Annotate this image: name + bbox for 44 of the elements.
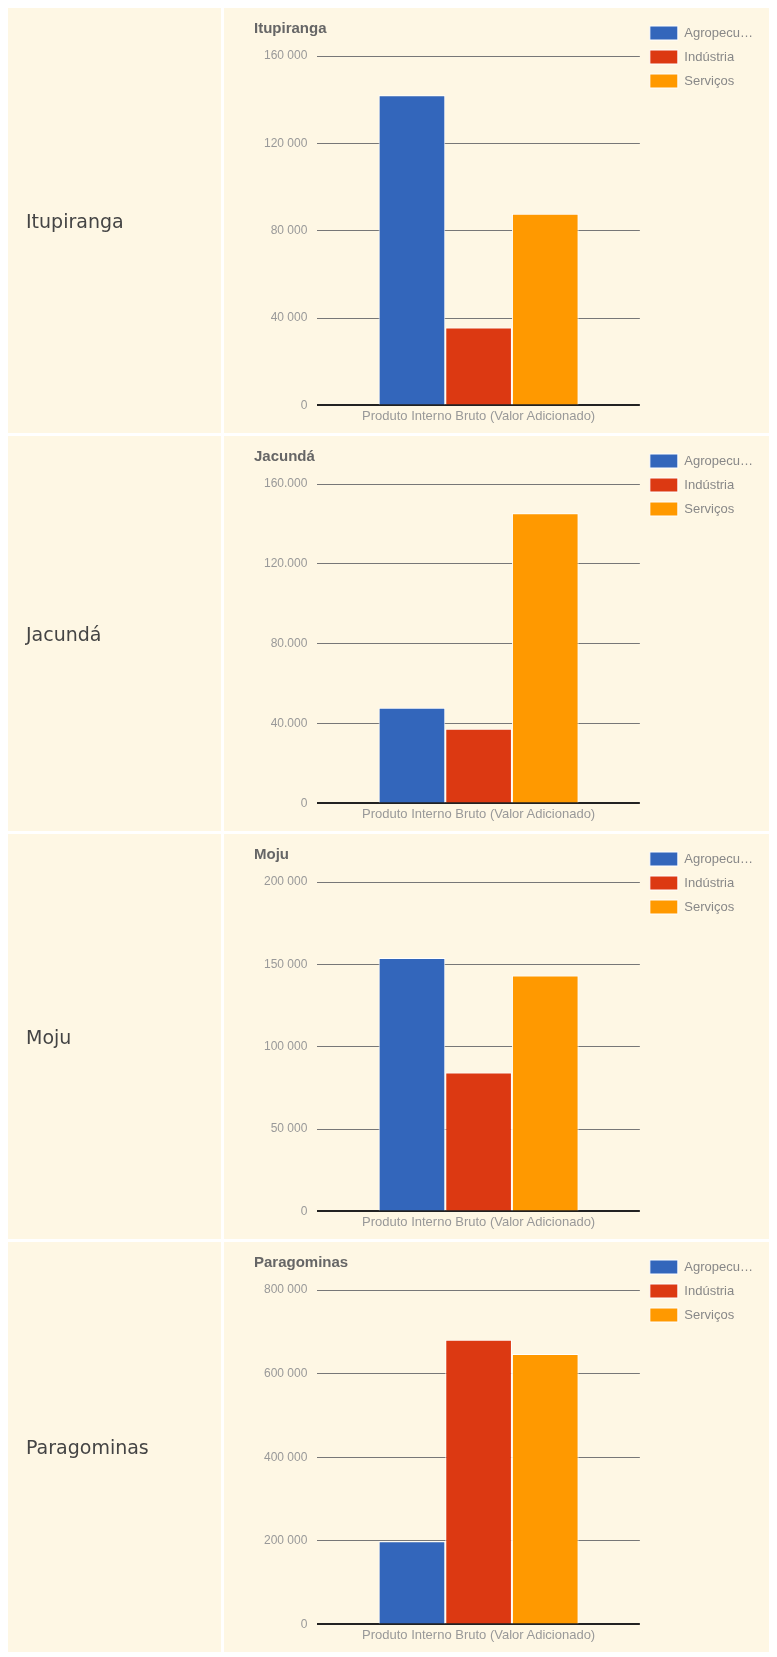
y-tick-label: 150 000 — [263, 956, 308, 971]
chart-title: Jacundá — [254, 447, 316, 465]
legend-label: Agropecu… — [684, 850, 754, 866]
legend-label: Indústria — [684, 1282, 735, 1298]
y-tick-label: 160 000 — [263, 48, 308, 63]
y-tick-label: 200 000 — [263, 1533, 308, 1548]
x-tick-label: Produto Interno Bruto (Valor Adicionado) — [362, 1213, 596, 1229]
legend-label: Serviços — [684, 72, 735, 88]
x-tick-label: Produto Interno Bruto (Valor Adicionado) — [362, 805, 596, 821]
y-tick-label: 800 000 — [263, 1282, 308, 1297]
y-tick-label: 40 000 — [270, 310, 308, 325]
y-tick-label: 120.000 — [263, 556, 308, 571]
legend-label: Serviços — [684, 898, 735, 914]
y-tick-label: 100 000 — [263, 1039, 308, 1054]
y-tick-label: 0 — [300, 397, 308, 412]
y-tick-label: 600 000 — [263, 1365, 308, 1380]
legend-label: Indústria — [684, 874, 735, 890]
chart-title: Itupiranga — [254, 19, 328, 37]
x-tick-label: Produto Interno Bruto (Valor Adicionado) — [362, 1626, 596, 1642]
text: Jacundá — [26, 622, 102, 645]
y-tick-label: 80.000 — [270, 636, 308, 651]
legend-label: Indústria — [684, 48, 735, 64]
y-tick-label: 50 000 — [270, 1121, 308, 1136]
y-tick-label: 40.000 — [270, 715, 308, 730]
y-tick-label: 200 000 — [263, 874, 308, 889]
text: Itupiranga — [26, 209, 124, 232]
y-tick-label: 120 000 — [263, 135, 308, 150]
chart-title: Paragominas — [254, 1253, 349, 1271]
y-tick-label: 0 — [300, 1203, 308, 1218]
y-tick-label: 400 000 — [263, 1449, 308, 1464]
chart-title: Moju — [254, 845, 289, 863]
y-tick-label: 0 — [300, 1616, 308, 1631]
y-tick-label: 0 — [300, 795, 308, 810]
y-tick-label: 80 000 — [270, 223, 308, 238]
legend-label: Serviços — [684, 1306, 735, 1322]
y-tick-label: 160.000 — [263, 476, 308, 491]
text: Paragominas — [26, 1436, 149, 1458]
legend-label: Agropecu… — [684, 1258, 754, 1274]
legend-label: Agropecu… — [684, 452, 754, 468]
x-tick-label: Produto Interno Bruto (Valor Adicionado) — [362, 407, 596, 423]
legend-label: Indústria — [684, 476, 735, 492]
legend-label: Serviços — [684, 500, 735, 516]
legend-label: Agropecu… — [684, 24, 754, 40]
text: Moju — [26, 1025, 72, 1048]
